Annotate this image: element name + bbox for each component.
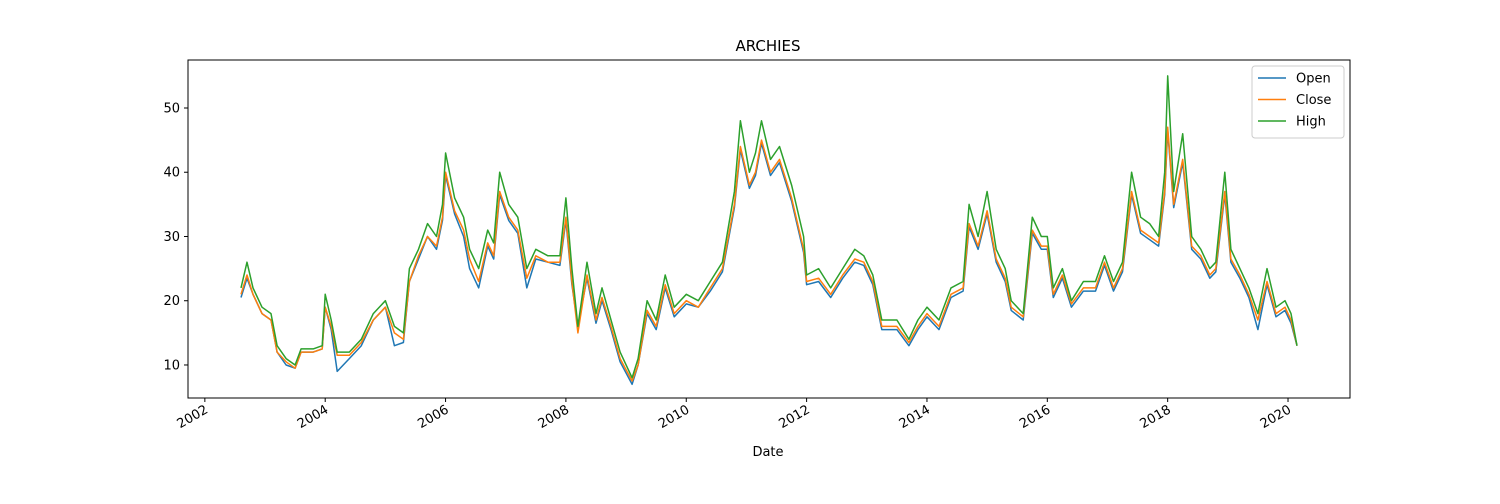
y-tick-label: 50 [163, 101, 180, 116]
y-tick-label: 20 [163, 294, 180, 309]
chart-title: ARCHIES [735, 37, 800, 55]
legend-label: Open [1296, 72, 1331, 87]
line-series [240, 75, 1298, 379]
axes-frame [187, 59, 1351, 399]
y-tick-label: 40 [163, 166, 180, 181]
legend-label: Close [1296, 93, 1331, 108]
x-axis-label: Date [752, 445, 783, 460]
legend-label: High [1296, 115, 1326, 130]
y-tick-label: 30 [163, 230, 180, 245]
y-tick-label: 10 [163, 358, 180, 373]
legend-box [1251, 65, 1345, 139]
line-series [240, 126, 1298, 382]
